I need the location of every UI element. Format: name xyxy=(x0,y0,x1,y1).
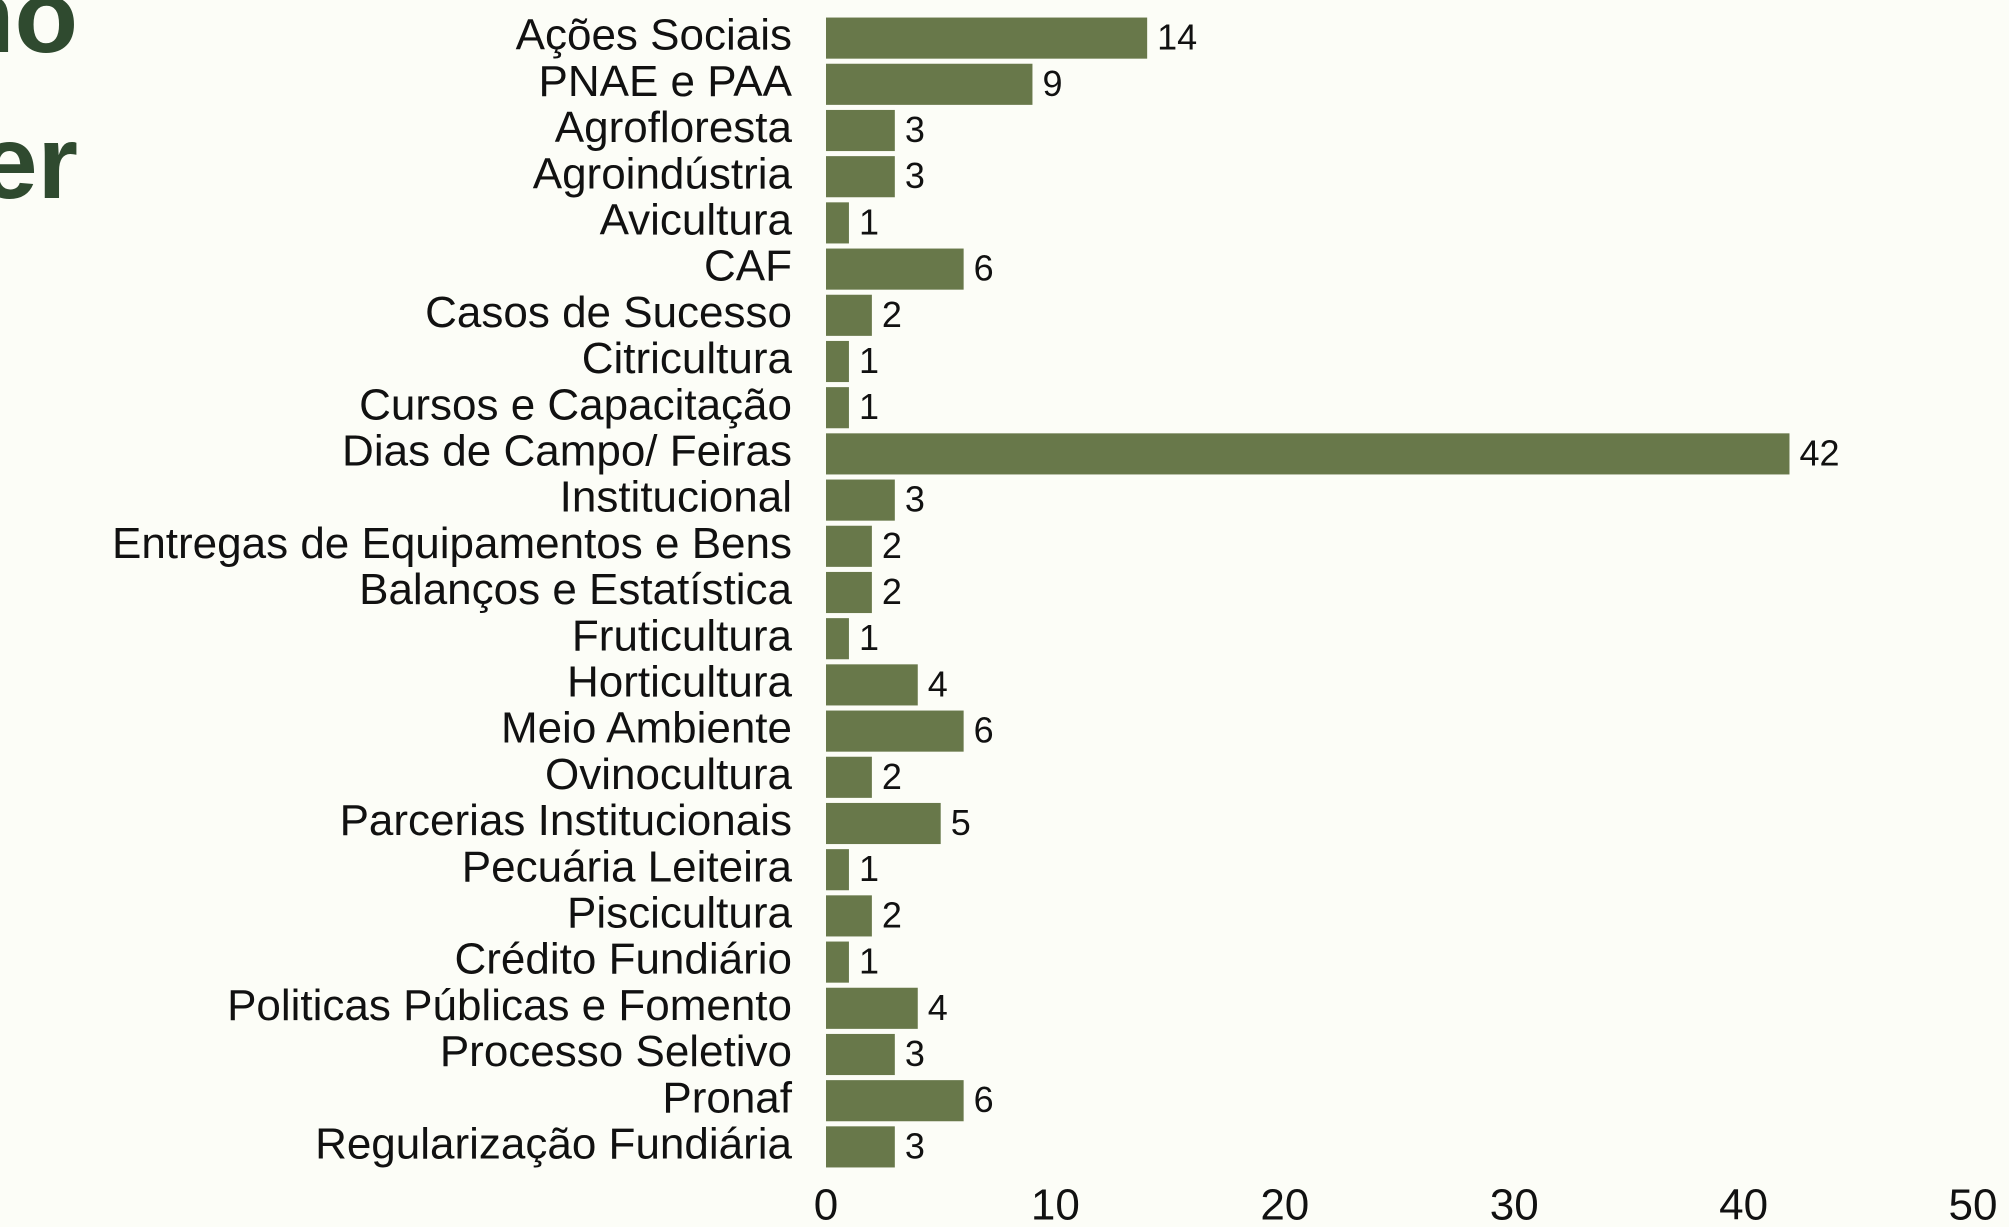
value-label: 6 xyxy=(974,1079,994,1120)
bar xyxy=(826,387,849,429)
bar xyxy=(826,525,872,567)
x-tick-label: 10 xyxy=(1031,1181,1080,1227)
y-tick-label: Parcerias Institucionais xyxy=(340,796,792,845)
bar xyxy=(826,1080,964,1122)
value-label: 3 xyxy=(905,1125,925,1166)
y-tick-label: Processo Seletivo xyxy=(440,1027,792,1076)
value-label: 2 xyxy=(882,525,902,566)
value-label: 42 xyxy=(1799,432,1839,473)
value-label: 1 xyxy=(859,941,879,982)
bar xyxy=(826,340,849,383)
bar xyxy=(826,202,849,244)
value-label: 9 xyxy=(1042,63,1062,104)
value-label: 3 xyxy=(905,1033,925,1074)
value-label: 4 xyxy=(928,663,948,704)
value-label: 3 xyxy=(905,479,925,520)
y-tick-label: Pecuária Leiteira xyxy=(462,842,793,891)
y-tick-label: Meio Ambiente xyxy=(501,704,792,753)
heading-fragment: no xyxy=(0,0,78,75)
bar xyxy=(826,849,849,891)
x-tick-label: 50 xyxy=(1949,1181,1998,1227)
y-tick-label: Ações Sociais xyxy=(516,11,792,60)
value-label: 5 xyxy=(951,802,971,843)
value-label: 14 xyxy=(1157,17,1197,58)
bar xyxy=(826,710,964,752)
bar xyxy=(826,802,941,845)
value-label: 3 xyxy=(905,155,925,196)
bar xyxy=(826,433,1790,475)
value-label: 2 xyxy=(882,571,902,612)
value-label: 2 xyxy=(882,894,902,935)
y-tick-label: Agrofloresta xyxy=(555,103,793,152)
value-label: 1 xyxy=(859,386,879,427)
value-label: 2 xyxy=(882,756,902,797)
y-tick-label: Citricultura xyxy=(582,334,793,383)
value-label: 1 xyxy=(859,201,879,242)
bar xyxy=(826,756,872,798)
y-tick-label: Casos de Sucesso xyxy=(425,288,792,337)
value-label: 1 xyxy=(859,340,879,381)
y-tick-label: Avicultura xyxy=(600,196,793,245)
bar xyxy=(826,664,918,706)
bar xyxy=(826,618,849,660)
y-tick-label: Crédito Fundiário xyxy=(455,935,793,984)
bar xyxy=(826,294,872,336)
y-tick-label: Institucional xyxy=(560,473,792,522)
bar xyxy=(826,17,1148,59)
y-tick-label: Balanços e Estatística xyxy=(359,565,792,614)
y-tick-label: Agroindústria xyxy=(533,149,793,198)
bar xyxy=(826,571,872,614)
y-tick-label: Dias de Campo/ Feiras xyxy=(342,427,792,476)
value-label: 2 xyxy=(882,294,902,335)
value-label: 4 xyxy=(928,987,948,1028)
heading-fragment: er xyxy=(0,105,78,221)
y-tick-label: Horticultura xyxy=(567,658,792,707)
y-tick-label: Ovinocultura xyxy=(545,750,793,799)
y-tick-label: Regularização Fundiária xyxy=(315,1120,792,1169)
y-tick-label: Fruticultura xyxy=(572,611,793,660)
value-label: 1 xyxy=(859,848,879,889)
y-tick-label: CAF xyxy=(704,242,792,291)
bar xyxy=(826,1126,895,1168)
value-label: 3 xyxy=(905,109,925,150)
value-label: 6 xyxy=(974,710,994,751)
bar xyxy=(826,479,895,521)
bar xyxy=(826,109,895,152)
y-tick-label: Cursos e Capacitação xyxy=(359,380,792,429)
value-label: 6 xyxy=(974,248,994,289)
x-tick-label: 0 xyxy=(814,1181,838,1227)
bar xyxy=(826,1033,895,1076)
y-tick-label: Entregas de Equipamentos e Bens xyxy=(112,519,792,568)
bar xyxy=(826,248,964,290)
bar xyxy=(826,987,918,1029)
bar xyxy=(826,895,872,937)
x-tick-label: 30 xyxy=(1490,1181,1539,1227)
y-tick-label: PNAE e PAA xyxy=(538,57,792,106)
bar xyxy=(826,941,849,983)
value-label: 1 xyxy=(859,617,879,658)
x-tick-label: 40 xyxy=(1719,1181,1768,1227)
y-tick-label: Piscicultura xyxy=(567,889,792,938)
bar xyxy=(826,63,1033,105)
x-tick-label: 20 xyxy=(1260,1181,1309,1227)
y-tick-label: Politicas Públicas e Fomento xyxy=(227,981,792,1030)
y-tick-label: Pronaf xyxy=(662,1073,792,1122)
bar xyxy=(826,156,895,198)
